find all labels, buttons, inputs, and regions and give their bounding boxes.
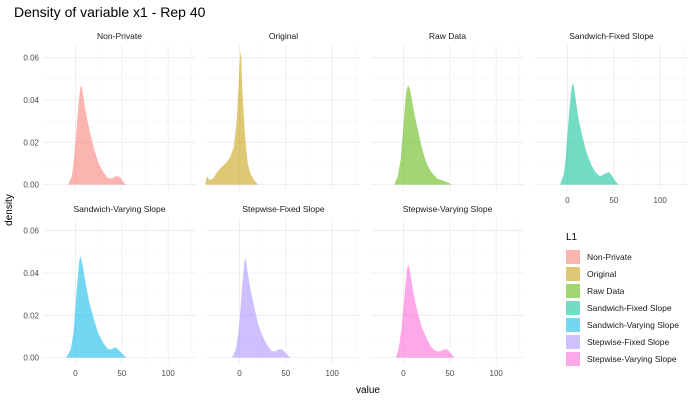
density-area-stepwise-fixed-slope [232,258,291,358]
legend-label: Stepwise-Fixed Slope [587,337,669,347]
legend-label: Raw Data [587,286,625,296]
panel-sandwich-fixed-slope: Sandwich-Fixed Slope 0 50 100 [535,31,688,205]
legend-key-swatch [566,318,580,332]
facet-strip-label: Sandwich-Fixed Slope [569,31,654,41]
legend-key-swatch [566,250,580,264]
y-tick-label: 0.04 [23,96,39,105]
legend-key-swatch [566,267,580,281]
facet-strip-label: Stepwise-Varying Slope [403,204,493,214]
y-tick-label: 0.06 [23,54,39,63]
x-tick-label: 0 [565,196,570,205]
panel-original: Original [205,31,360,191]
facet-strip-label: Raw Data [429,31,467,41]
legend-item-sandwich-varying-slope: Sandwich-Varying Slope [566,318,679,332]
legend-title: L1 [566,232,578,243]
facet-strip-label: Stepwise-Fixed Slope [242,204,324,214]
x-tick-label: 100 [654,196,668,205]
legend-item-raw-data: Raw Data [566,284,625,298]
x-axis-title: value [356,385,380,396]
legend-key-swatch [566,301,580,315]
panel-stepwise-fixed-slope: Stepwise-Fixed Slope 0 50 100 [207,204,360,378]
facet-strip-label: Non-Private [97,31,142,41]
y-tick-label: 0.04 [23,269,39,278]
panel-raw-data: Raw Data [371,31,524,191]
x-tick-label: 0 [237,369,242,378]
density-area-sandwich-fixed-slope [560,83,619,185]
y-axis-title: density [4,194,15,226]
chart-title: Density of variable x1 - Rep 40 [14,4,206,20]
legend-item-stepwise-varying-slope: Stepwise-Varying Slope [566,352,677,366]
x-tick-label: 50 [117,369,126,378]
density-area-stepwise-varying-slope [396,264,455,358]
y-tick-label: 0.06 [23,227,39,236]
facet-strip-label: Original [269,31,298,41]
legend-key-swatch [566,284,580,298]
legend-label: Original [587,269,616,279]
panel-sandwich-varying-slope: Sandwich-Varying Slope 0.00 0.02 0.04 0.06 0 5… [23,204,196,378]
legend-key-swatch [566,335,580,349]
y-tick-label: 0.02 [23,138,39,147]
density-area-non-private [68,85,127,185]
facet-strip-label: Sandwich-Varying Slope [74,204,166,214]
y-tick-label: 0.00 [23,181,39,190]
legend-item-original: Original [566,267,616,281]
legend: L1 Non-Private Original Raw Data Sandwich-F… [566,232,679,366]
legend-label: Stepwise-Varying Slope [587,354,677,364]
facet-panels: Non-Private 0.00 0.02 0.04 0.06 Original Raw D… [23,31,688,378]
legend-label: Non-Private [587,252,632,262]
density-area-raw-data [394,85,452,185]
legend-item-stepwise-fixed-slope: Stepwise-Fixed Slope [566,335,669,349]
y-tick-label: 0.02 [23,311,39,320]
panel-non-private: Non-Private 0.00 0.02 0.04 0.06 [23,31,196,191]
panel-stepwise-varying-slope: Stepwise-Varying Slope 0 50 100 [371,204,524,378]
legend-item-non-private: Non-Private [566,250,632,264]
x-tick-label: 100 [326,369,340,378]
legend-label: Sandwich-Fixed Slope [587,303,672,313]
x-tick-label: 100 [162,369,176,378]
density-area-sandwich-varying-slope [66,256,127,358]
x-tick-label: 50 [445,369,454,378]
x-tick-label: 100 [490,369,504,378]
legend-key-swatch [566,352,580,366]
x-tick-label: 50 [609,196,618,205]
legend-item-sandwich-fixed-slope: Sandwich-Fixed Slope [566,301,672,315]
y-tick-label: 0.00 [23,354,39,363]
x-tick-label: 0 [73,369,78,378]
x-tick-label: 50 [281,369,290,378]
density-area-original [205,51,258,185]
legend-label: Sandwich-Varying Slope [587,320,679,330]
x-tick-label: 0 [401,369,406,378]
